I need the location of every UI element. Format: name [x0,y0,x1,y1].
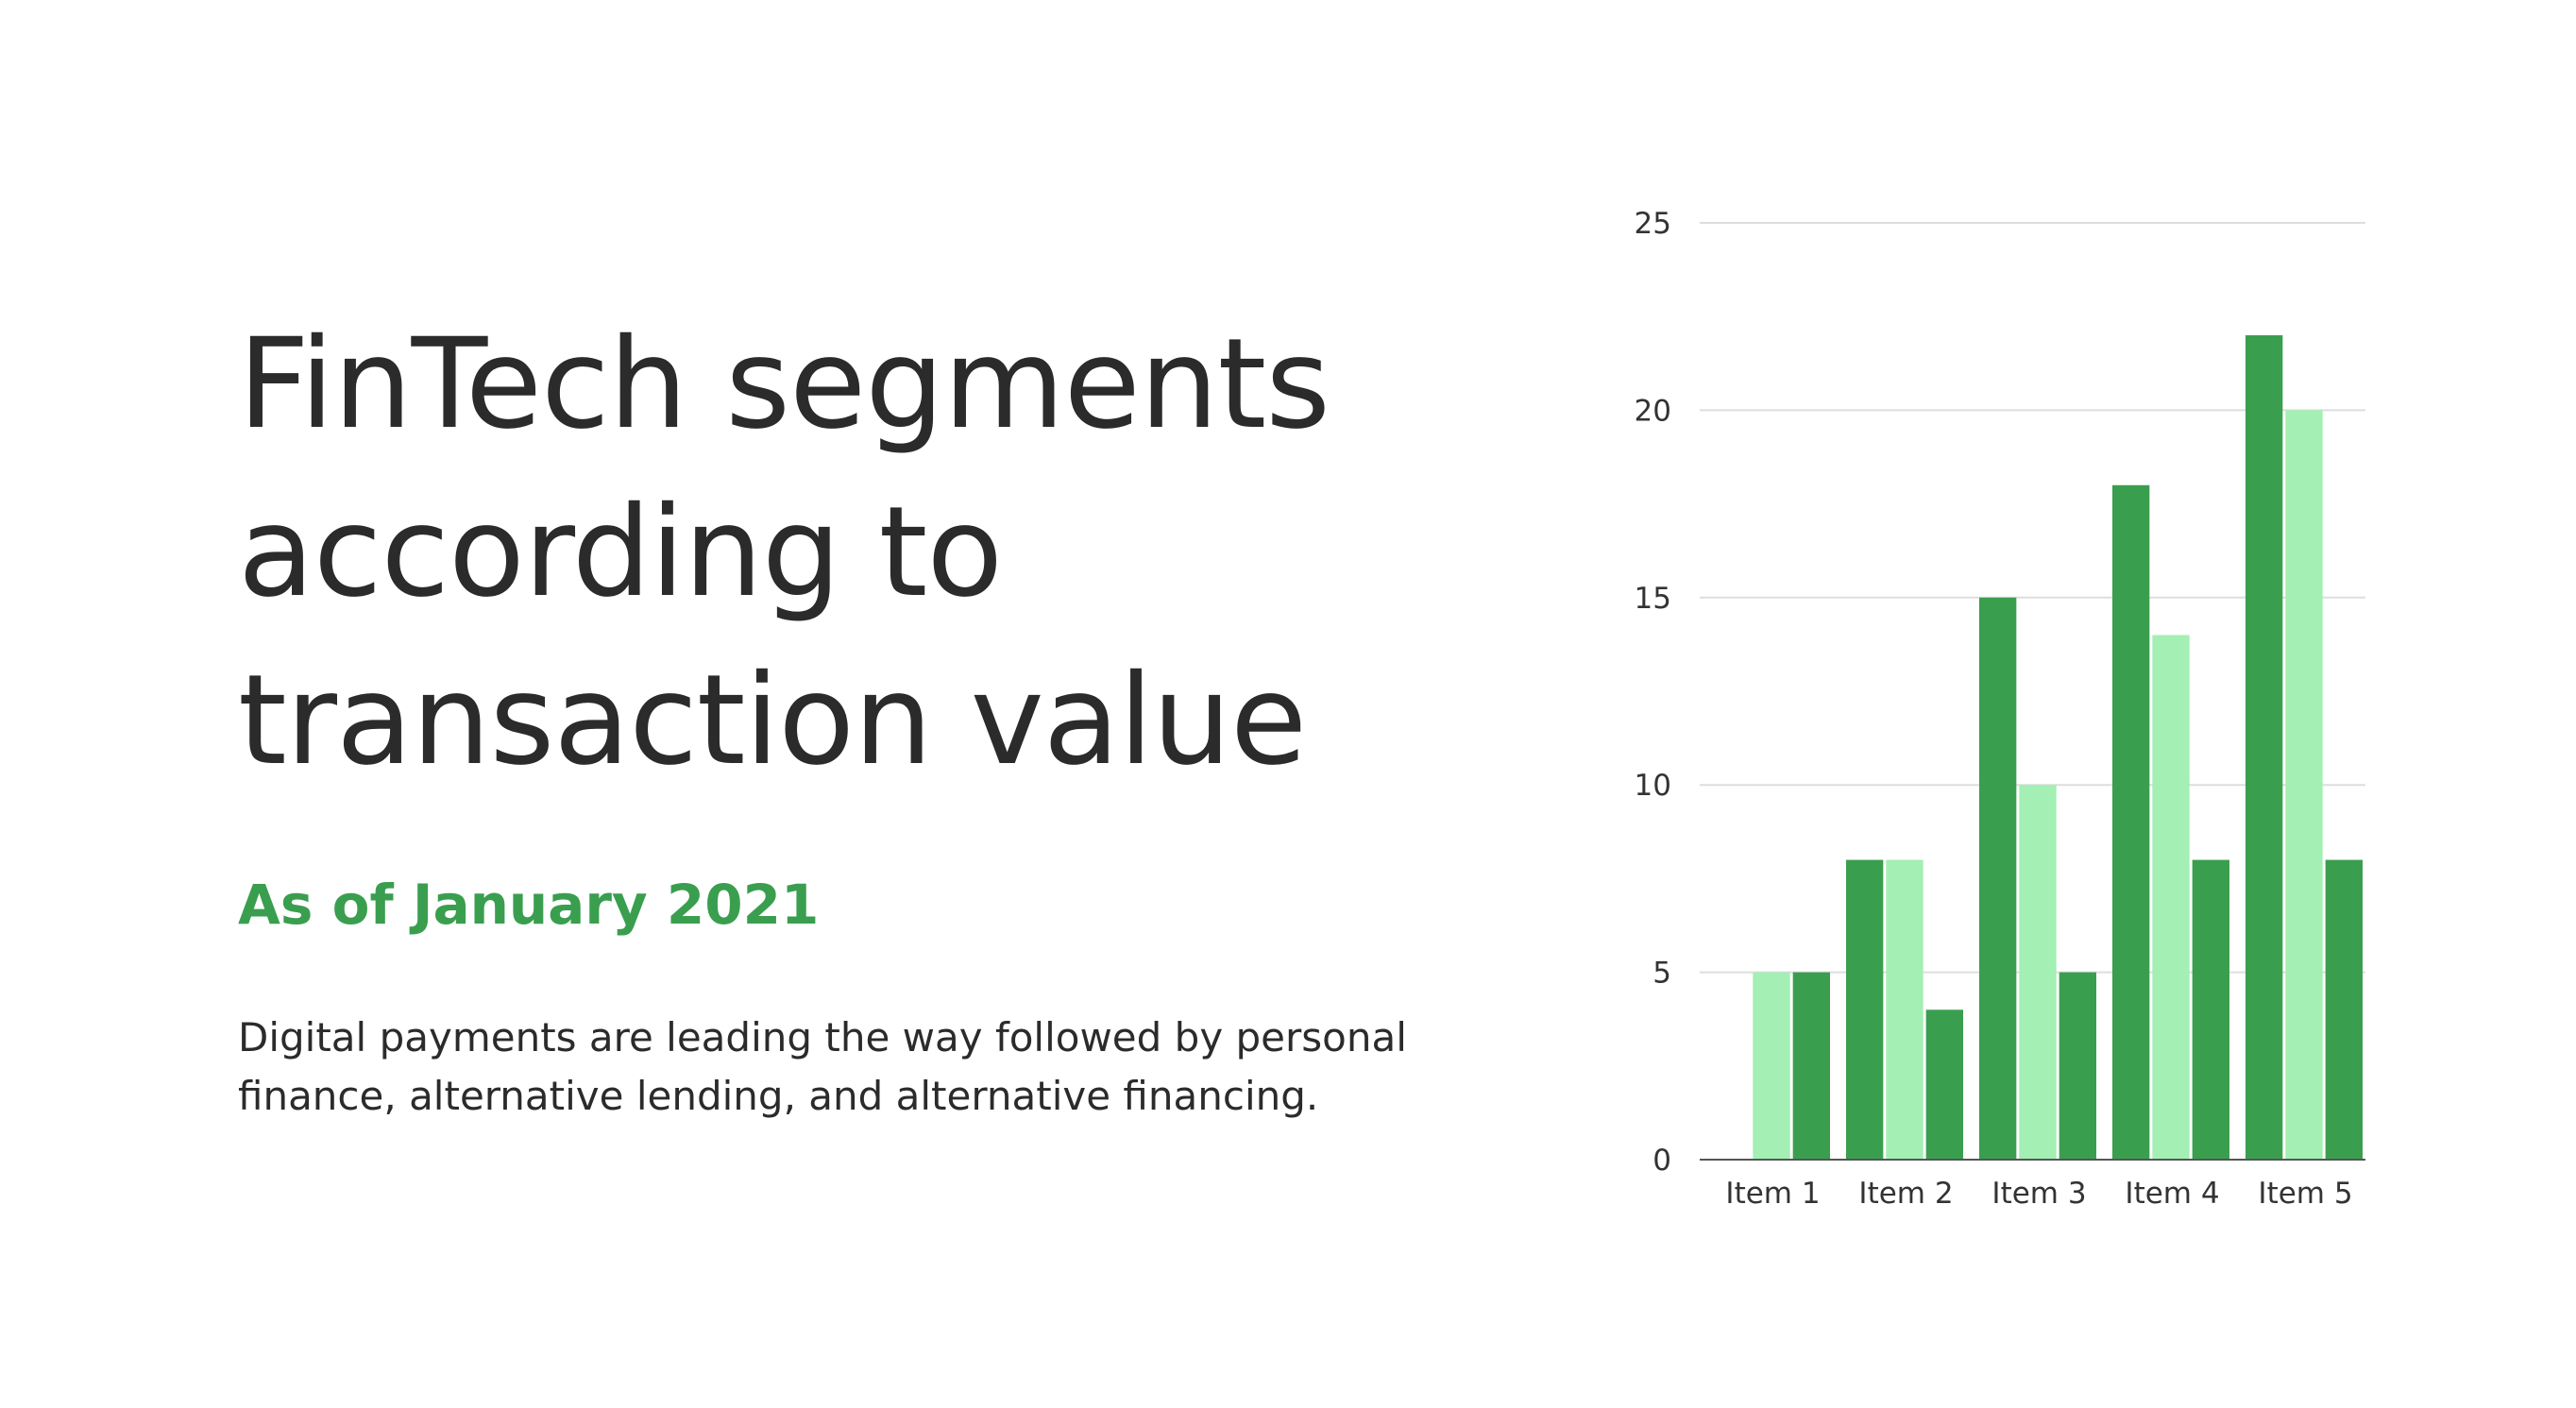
page-title: FinTech segments according to transactio… [238,312,1330,793]
y-tick-label: 0 [1652,1144,1671,1178]
x-axis-labels: Item 1 Item 2 Item 3 Item 4 Item 5 [1725,1177,2352,1211]
y-axis-ticks: 0 5 10 15 20 25 [1635,207,1671,1178]
description-text: Digital payments are leading the way fol… [238,1014,1407,1119]
y-tick-label: 10 [1635,769,1671,803]
x-category-label: Item 3 [1991,1177,2086,1211]
bar-item3-series2 [2019,785,2057,1160]
x-category-label: Item 1 [1725,1177,1820,1211]
bar-item1-series2 [1753,972,1790,1160]
page-subtitle: As of January 2021 [238,873,820,937]
bar-item2-series3 [1925,1009,1963,1160]
y-tick-label: 5 [1652,957,1671,991]
bar-item2-series1 [1846,859,1884,1160]
x-category-label: Item 5 [2258,1177,2352,1211]
bar-item1-series3 [1792,972,1830,1160]
x-category-label: Item 4 [2125,1177,2219,1211]
bar-item3-series3 [2059,972,2096,1160]
bar-item2-series2 [1886,859,1924,1160]
bar-item5-series2 [2285,410,2323,1160]
y-tick-label: 20 [1635,394,1671,428]
y-tick-label: 15 [1635,582,1671,616]
bar-item5-series1 [2246,335,2283,1160]
y-tick-label: 25 [1635,207,1671,241]
bar-item5-series3 [2325,859,2363,1160]
bar-item4-series2 [2152,635,2190,1160]
bar-series [1753,335,2363,1160]
bar-item3-series1 [1979,597,2017,1160]
bar-item4-series3 [2192,859,2229,1160]
bar-item4-series1 [2112,484,2150,1160]
x-category-label: Item 2 [1858,1177,1953,1211]
